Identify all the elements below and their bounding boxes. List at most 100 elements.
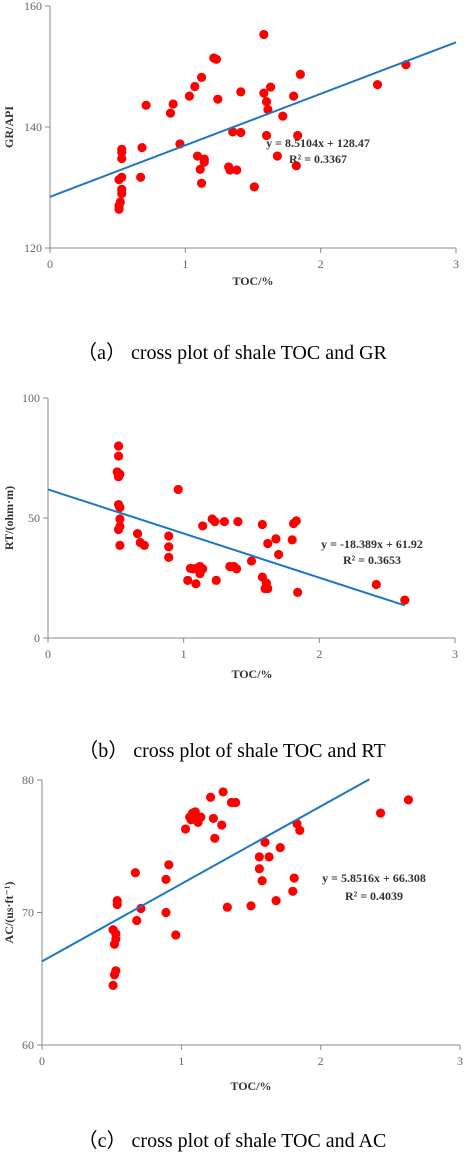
x-tick-label: 2 — [316, 647, 322, 661]
data-point — [184, 91, 194, 101]
data-point — [198, 521, 208, 531]
chart-panel-ac: 0 1 2 3 60 70 80 TOC/% AC/(us·ft⁻¹) y = 5.8516x +… — [0, 770, 464, 1110]
trend-equation: y = 8.5104x + 128.47 — [266, 136, 370, 150]
r-squared-label: R² = 0.3653 — [343, 553, 401, 567]
data-point — [210, 517, 220, 527]
data-point — [113, 441, 124, 451]
r-squared-label: R² = 0.3367 — [289, 152, 347, 166]
data-point — [210, 833, 220, 843]
data-point — [295, 69, 305, 79]
chart-panel-gr: 0 1 2 3 120 140 160 TOC/% GR/API y = 8.5104x + 12… — [0, 0, 464, 300]
data-point — [217, 820, 227, 830]
data-point — [259, 29, 269, 40]
data-point — [164, 860, 174, 870]
data-point — [111, 966, 121, 976]
data-point — [295, 825, 305, 835]
data-point — [289, 873, 299, 883]
data-point — [289, 91, 299, 101]
x-tick-label: 3 — [453, 257, 459, 271]
trend-equation: y = 5.8516x + 66.308 — [322, 871, 426, 885]
data-point — [375, 808, 386, 818]
x-tick-label: 2 — [318, 257, 324, 271]
data-point — [261, 96, 272, 107]
data-point — [191, 579, 201, 589]
data-point — [199, 157, 209, 167]
x-axis-label: TOC/% — [230, 1079, 271, 1093]
x-tick-label: 2 — [318, 1054, 324, 1068]
data-point — [115, 197, 125, 207]
data-point — [108, 980, 118, 990]
r-squared-label: R² = 0.4039 — [345, 889, 403, 903]
data-point — [218, 787, 228, 797]
data-point — [271, 534, 281, 544]
data-point — [205, 792, 216, 802]
data-point — [180, 824, 191, 834]
data-point — [164, 542, 174, 552]
data-point — [228, 127, 238, 137]
data-point — [225, 165, 235, 175]
data-point — [196, 178, 207, 188]
data-point — [117, 144, 127, 154]
data-point — [291, 161, 301, 171]
data-point — [232, 165, 242, 175]
data-point — [115, 540, 125, 550]
data-point — [222, 902, 232, 912]
data-point — [161, 874, 171, 884]
y-tick-label: 0 — [34, 631, 40, 645]
data-point — [288, 886, 298, 896]
data-point — [196, 72, 207, 82]
caption-ac: （c） cross plot of shale TOC and AC — [77, 1130, 387, 1152]
data-point — [198, 564, 208, 574]
trend-line — [49, 41, 457, 198]
data-point — [271, 895, 281, 906]
data-point — [219, 517, 229, 527]
data-point — [278, 111, 288, 121]
x-axis-label: TOC/% — [231, 667, 272, 681]
data-point — [263, 538, 273, 549]
data-point — [372, 80, 383, 90]
data-point — [263, 583, 273, 594]
data-point — [236, 87, 246, 97]
caption-gr: （a） cross plot of shale TOC and GR — [77, 342, 387, 364]
y-axis-label: GR/API — [2, 106, 16, 148]
trend-line — [47, 488, 406, 607]
chart-rt: 0 1 2 3 0 50 100 TOC/% RT/(ohm·m) y = -18.389x + … — [2, 391, 458, 681]
data-point — [254, 852, 264, 862]
data-point — [293, 587, 303, 597]
data-point — [208, 813, 218, 824]
data-point — [130, 868, 140, 878]
data-point — [164, 531, 174, 541]
data-point — [115, 502, 125, 513]
data-point — [112, 895, 122, 906]
data-point — [261, 130, 272, 141]
x-tick-label: 1 — [178, 1054, 184, 1068]
data-point — [132, 915, 142, 926]
data-point — [371, 579, 381, 590]
data-point — [113, 472, 124, 482]
data-point — [113, 524, 124, 535]
data-point — [136, 172, 146, 182]
data-point — [265, 82, 276, 92]
data-point — [291, 516, 301, 526]
data-point — [403, 795, 414, 805]
data-point — [117, 184, 127, 194]
data-point — [259, 88, 269, 98]
chart-panel-rt: 0 1 2 3 0 50 100 TOC/% RT/(ohm·m) y = -18.389x + … — [0, 390, 464, 700]
y-tick-label: 140 — [24, 120, 42, 134]
data-point — [137, 142, 147, 153]
data-point — [132, 529, 143, 539]
data-point — [257, 519, 267, 530]
data-point — [195, 164, 205, 174]
trend-equation: y = -18.389x + 61.92 — [321, 537, 423, 551]
data-point — [254, 864, 264, 874]
y-axis-label: RT/(ohm·m) — [2, 486, 16, 550]
data-point — [231, 797, 241, 808]
x-tick-label: 1 — [182, 257, 188, 271]
data-point — [272, 151, 282, 161]
caption-rt: （b） cross plot of shale TOC and RT — [78, 740, 386, 762]
data-point — [233, 517, 243, 527]
data-point — [287, 535, 297, 545]
chart-gr: 0 1 2 3 120 140 160 TOC/% GR/API y = 8.5104x + 12… — [2, 0, 459, 288]
y-tick-label: 60 — [22, 1038, 34, 1052]
data-point — [274, 549, 284, 560]
